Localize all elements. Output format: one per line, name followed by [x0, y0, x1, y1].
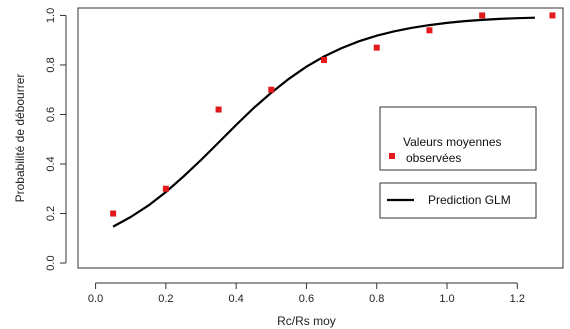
- observed-point: [215, 106, 222, 113]
- y-tick-label: 1.0: [45, 8, 57, 23]
- legend: Valeurs moyennes observées Prediction GLM: [379, 106, 537, 219]
- y-tick-label: 0.0: [45, 255, 57, 270]
- observed-point: [268, 86, 275, 93]
- x-axis-title: Rc/Rs moy: [277, 314, 336, 328]
- legend-label-observed-line1: Valeurs moyennes: [403, 135, 502, 149]
- prediction-glm-line: [112, 16, 535, 228]
- x-tick-label: 0.6: [299, 293, 314, 305]
- legend-label-observed-line2: observées: [406, 151, 461, 165]
- observed-point: [373, 44, 380, 51]
- legend-point-swatch: [389, 153, 395, 159]
- y-axis-title: Probabilité de débourrer: [13, 74, 27, 203]
- legend-label-prediction: Prediction GLM: [428, 193, 511, 207]
- observed-point: [110, 210, 117, 217]
- axes: 0.0 0.2 0.4 0.6 0.8 1.0 1.2 0.0 0.2 0.4 0.6 0.8 1.0: [45, 7, 564, 305]
- observed-point: [321, 57, 328, 63]
- legend-box-observed: [379, 106, 537, 171]
- observed-point: [549, 12, 556, 19]
- x-tick-label: 0.0: [88, 293, 103, 305]
- observed-point: [479, 12, 486, 19]
- x-tick-label: 1.2: [510, 293, 525, 305]
- y-tick-label: 0.8: [45, 57, 57, 72]
- observed-points-layer: [110, 12, 556, 217]
- prediction-line-layer: [112, 16, 535, 228]
- y-tick-label: 0.2: [45, 206, 57, 221]
- x-tick-label: 0.4: [229, 293, 244, 305]
- observed-point: [162, 185, 169, 192]
- observed-point: [426, 27, 433, 34]
- y-tick-label: 0.6: [45, 107, 57, 122]
- y-tick-label: 0.4: [45, 156, 57, 171]
- x-tick-label: 0.2: [158, 293, 173, 305]
- x-tick-label: 0.8: [369, 293, 384, 305]
- x-tick-label: 1.0: [439, 293, 454, 305]
- plot-frame: [77, 7, 564, 269]
